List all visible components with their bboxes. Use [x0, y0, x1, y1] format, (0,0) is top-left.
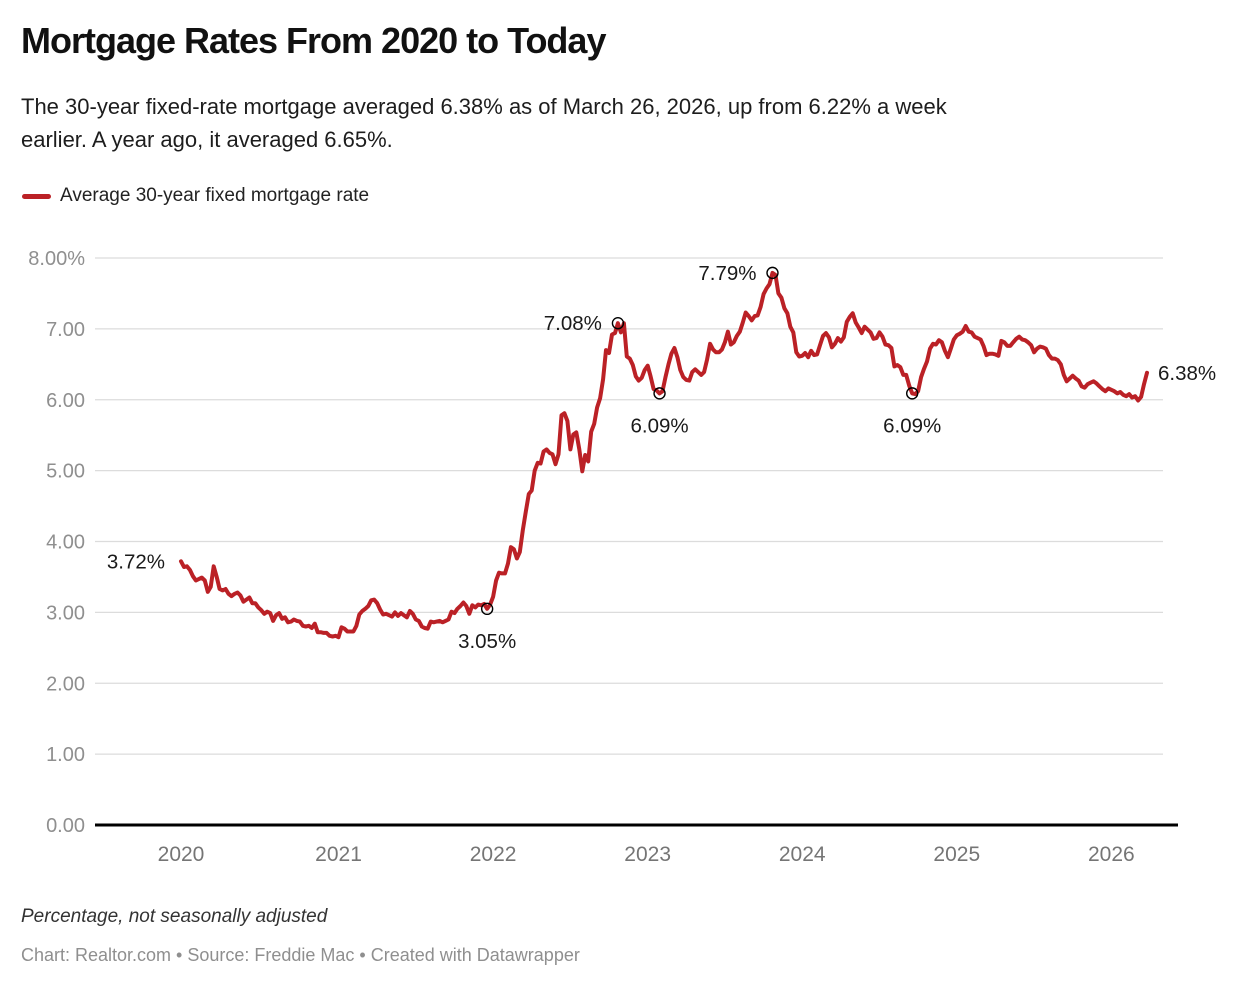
data-point-marker: [905, 387, 919, 400]
legend-line-swatch: [22, 193, 51, 199]
value-annotation: 6.38%: [1158, 362, 1216, 385]
page-title: Mortgage Rates From 2020 to Today: [21, 20, 606, 61]
data-point-marker: [766, 266, 779, 280]
y-axis-tick-label: 0.00: [46, 815, 85, 837]
x-axis-tick-label: 2020: [158, 843, 205, 866]
x-axis-tick-label: 2022: [470, 843, 517, 866]
chart-subtitle: The 30-year fixed-rate mortgage averaged…: [21, 94, 947, 153]
y-axis-tick-label: 8.00%: [28, 248, 85, 270]
y-axis-tick-label: 7.00: [46, 319, 85, 341]
data-point-marker: [480, 602, 494, 616]
value-annotation: 7.08%: [544, 312, 602, 335]
x-axis-tick-label: 2023: [624, 843, 671, 866]
legend: Average 30-year fixed mortgage rate: [22, 185, 369, 207]
chart-note: Percentage, not seasonally adjusted: [21, 906, 328, 927]
value-annotation: 6.09%: [883, 414, 941, 437]
y-axis-tick-label: 1.00: [46, 744, 85, 766]
data-point-marker: [653, 387, 666, 400]
x-axis-tick-label: 2024: [779, 843, 826, 866]
x-axis-tick-label: 2021: [315, 843, 362, 866]
y-axis-tick-label: 4.00: [46, 532, 85, 554]
y-axis-tick-label: 5.00: [46, 461, 85, 483]
chart-credit: Chart: Realtor.com • Source: Freddie Mac…: [21, 945, 580, 965]
x-axis-tick-label: 2025: [933, 843, 980, 866]
value-annotation: 3.05%: [458, 630, 516, 653]
y-axis-tick-label: 6.00: [46, 390, 85, 412]
value-annotation: 3.72%: [107, 550, 165, 573]
rate-line: [179, 270, 1149, 640]
data-point-marker: [611, 317, 625, 330]
value-annotation: 6.09%: [630, 414, 688, 437]
legend-label: Average 30-year fixed mortgage rate: [60, 185, 370, 206]
y-axis-tick-label: 2.00: [46, 673, 85, 695]
x-axis-tick-label: 2026: [1088, 843, 1135, 866]
y-axis-tick-label: 3.00: [46, 602, 85, 624]
value-annotation: 7.79%: [698, 262, 756, 285]
